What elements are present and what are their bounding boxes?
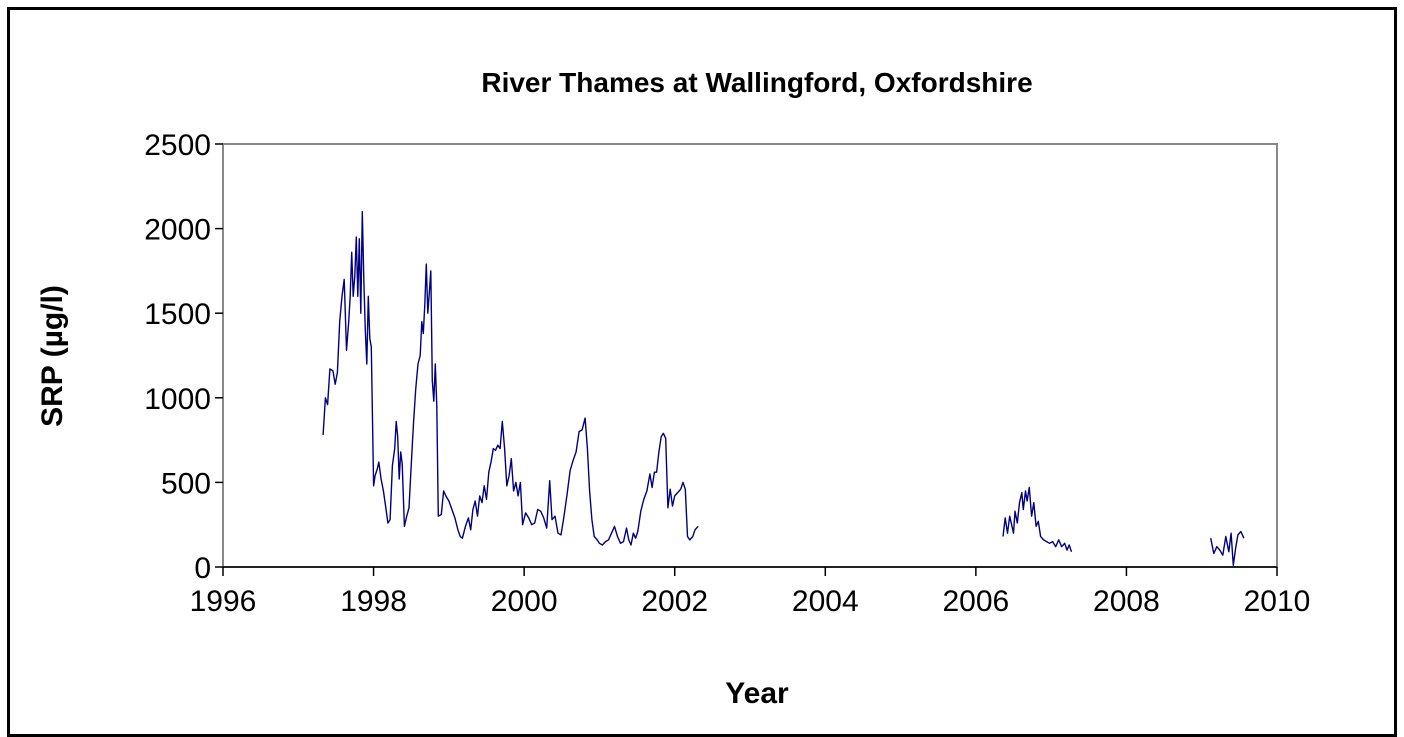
y-tick-label: 2000 [144,214,211,247]
x-tick-label: 1996 [190,585,257,618]
plot-area [222,143,1278,568]
chart-frame [7,7,1397,737]
y-axis: 0 500 1000 1500 2000 2500 [144,129,223,585]
y-tick-label: 2500 [144,129,211,162]
x-tick-label: 2000 [491,585,558,618]
x-tick-label: 2010 [1244,585,1311,618]
x-tick-label: 2008 [1093,585,1160,618]
x-tick-label: 2004 [792,585,859,618]
x-tick-label: 2002 [641,585,708,618]
chart-title: River Thames at Wallingford, Oxfordshire [481,67,1032,98]
y-tick-label: 1500 [144,298,211,331]
x-axis: 1996 1998 2000 2002 2004 2006 2008 2010 [190,566,1311,618]
series-lines [322,210,1245,566]
x-tick-label: 2006 [942,585,1009,618]
y-axis-title: SRP (µg/l) [36,285,69,427]
series-line-segment [1210,530,1245,566]
series-line-segment [322,210,699,546]
series-line-segment [1002,486,1073,553]
y-tick-label: 1000 [144,383,211,416]
y-tick-label: 0 [194,552,211,585]
y-tick-label: 500 [161,467,211,500]
x-tick-label: 1998 [340,585,407,618]
x-axis-title: Year [725,677,789,710]
